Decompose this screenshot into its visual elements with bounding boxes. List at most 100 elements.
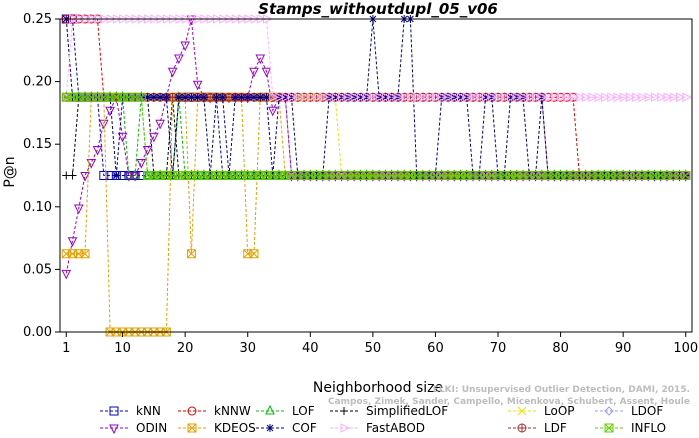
- data-point: [344, 92, 354, 103]
- x-tick-label: 90: [615, 341, 632, 356]
- data-point: [136, 158, 147, 169]
- data-point: [532, 92, 542, 103]
- data-point: [500, 92, 511, 103]
- legend-marker: [517, 423, 527, 433]
- data-point: [557, 92, 567, 103]
- y-tick-label: 0.05: [23, 262, 52, 277]
- series-kdeos: [61, 92, 691, 337]
- data-point: [261, 67, 272, 78]
- legend-label: kNNW: [214, 404, 251, 418]
- data-point: [607, 92, 617, 103]
- data-point: [675, 92, 686, 103]
- data-point: [174, 93, 183, 102]
- series-odin: [61, 15, 691, 280]
- legend-label: LOF: [292, 404, 315, 418]
- data-point: [143, 93, 152, 102]
- data-point: [61, 269, 72, 280]
- data-point: [255, 54, 266, 65]
- data-point: [300, 92, 311, 103]
- data-point: [294, 92, 304, 103]
- series-line-inflo: [66, 96, 686, 176]
- data-point: [363, 92, 373, 103]
- series-line-ldf: [66, 96, 686, 176]
- x-tick-label: 60: [427, 341, 444, 356]
- legend-marker: [109, 424, 119, 435]
- data-point: [525, 92, 536, 103]
- data-point: [569, 92, 580, 103]
- data-point: [288, 92, 298, 103]
- watermark-line-1: ELKI: Unsupervised Outlier Detection, DA…: [433, 385, 690, 395]
- data-point: [249, 67, 259, 78]
- legend-item-knnw: kNNW: [178, 404, 251, 418]
- data-point: [199, 93, 208, 102]
- data-point: [450, 92, 461, 103]
- data-point: [613, 92, 624, 103]
- data-point: [262, 93, 271, 102]
- data-point: [181, 93, 190, 102]
- data-point: [582, 92, 592, 103]
- data-point: [594, 92, 605, 103]
- legend-marker: [604, 423, 614, 433]
- legend-marker: [266, 424, 274, 432]
- legend-item-fastabod: FastABOD: [330, 421, 425, 435]
- data-point: [650, 92, 661, 103]
- data-point: [356, 93, 365, 102]
- data-point: [149, 93, 158, 102]
- data-point: [267, 106, 278, 117]
- data-point: [644, 92, 655, 103]
- data-point: [193, 93, 202, 102]
- data-point: [538, 92, 548, 103]
- data-point: [681, 171, 691, 180]
- data-point: [388, 92, 398, 103]
- data-point: [413, 92, 423, 103]
- data-point: [438, 92, 448, 103]
- data-point: [306, 92, 317, 103]
- data-point: [625, 92, 636, 103]
- y-axis-title: P@n: [2, 156, 18, 187]
- data-point: [563, 92, 573, 103]
- plot-frame: [59, 18, 693, 333]
- legend-marker: [187, 423, 197, 433]
- data-point: [68, 171, 77, 180]
- data-point: [142, 145, 153, 156]
- data-point: [313, 92, 323, 103]
- legend-label: LDF: [544, 421, 567, 434]
- data-point: [92, 145, 103, 156]
- legend-label: kNN: [136, 404, 161, 418]
- x-tick-label: 1: [62, 341, 70, 356]
- data-point: [67, 237, 78, 247]
- data-point: [218, 93, 227, 102]
- data-point: [444, 92, 455, 103]
- legend: kNN kNNW LOF SimplifiedLOF LoOP LDOF ODIN KDEOS…: [100, 404, 666, 435]
- series-line-cof: [65, 18, 686, 176]
- data-point: [331, 92, 342, 103]
- x-tick-label: 40: [302, 341, 319, 356]
- data-point: [243, 93, 252, 102]
- data-point: [73, 204, 84, 215]
- data-point: [162, 93, 171, 102]
- data-point: [400, 92, 411, 103]
- series-fastabod: [62, 14, 692, 103]
- data-point: [387, 93, 396, 102]
- data-point: [117, 132, 128, 143]
- data-point: [638, 92, 649, 103]
- series-line-loop: [66, 96, 686, 176]
- data-point: [406, 92, 417, 103]
- data-point: [112, 171, 121, 180]
- data-point: [80, 249, 90, 259]
- data-point: [174, 54, 184, 65]
- data-point: [475, 92, 486, 103]
- y-tick-label: 0.00: [23, 325, 52, 340]
- y-tick-label: 0.15: [23, 137, 52, 152]
- data-point: [186, 249, 196, 259]
- watermark-line-2: Campos, Zimek, Sander, Campello, Micenko…: [328, 397, 690, 407]
- legend-item-inflo: INFLO: [595, 421, 666, 435]
- data-point: [98, 119, 109, 130]
- data-point: [275, 92, 286, 103]
- legend-label: INFLO: [631, 421, 666, 434]
- data-point: [130, 169, 140, 179]
- plot-area: [61, 14, 692, 337]
- legend-item-knn: kNN: [100, 404, 161, 418]
- x-axis-title: Neighborhood size: [313, 380, 443, 396]
- data-point: [350, 92, 361, 103]
